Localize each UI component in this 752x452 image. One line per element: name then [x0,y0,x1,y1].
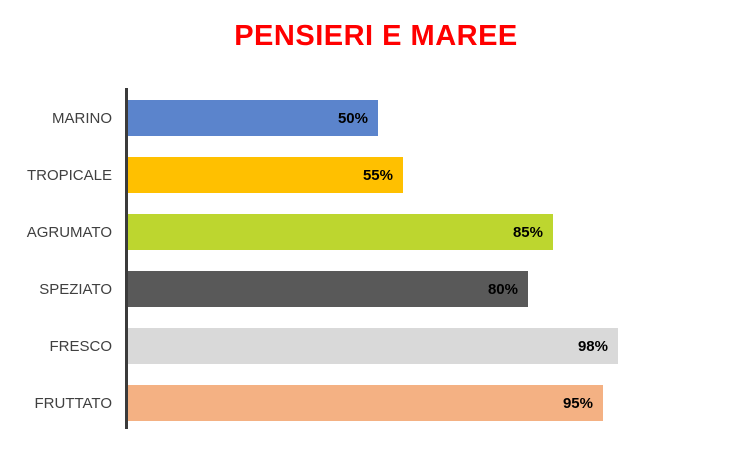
category-label: FRESCO [49,337,112,355]
value-label: 50% [337,109,368,127]
value-label: 98% [577,337,608,355]
category-label: TROPICALE [26,166,112,184]
category-label: MARINO [52,109,112,127]
bar: 55% [128,157,403,193]
bar-row: FRESCO 98% [0,328,752,364]
bar-row: FRUTTATO 95% [0,385,752,421]
category-label: AGRUMATO [26,223,112,241]
bar-track: 55% [128,157,628,193]
bar-track: 85% [128,214,628,250]
bar-row: AGRUMATO 85% [0,214,752,250]
value-label: 80% [487,280,518,298]
bar-row: SPEZIATO 80% [0,271,752,307]
value-label: 95% [562,394,593,412]
bar-row: TROPICALE 55% [0,157,752,193]
bar: 50% [128,100,378,136]
bar-track: 50% [128,100,628,136]
bar-track: 98% [128,328,628,364]
value-label: 85% [512,223,543,241]
bar-row: MARINO 50% [0,100,752,136]
bar: 85% [128,214,553,250]
chart-rows: MARINO 50% TROPICALE 55% AGRUMATO 85% SPEZIATO… [0,100,752,421]
bar: 95% [128,385,603,421]
bar-track: 80% [128,271,628,307]
category-label: SPEZIATO [39,280,112,298]
category-axis-line [125,88,128,429]
bar-track: 95% [128,385,628,421]
chart-plot-area: MARINO 50% TROPICALE 55% AGRUMATO 85% SPEZIATO… [0,88,752,429]
chart-title: PENSIERI E MAREE [234,20,518,52]
bar: 80% [128,271,528,307]
category-label: FRUTTATO [34,394,113,412]
value-label: 55% [362,166,393,184]
bar: 98% [128,328,618,364]
